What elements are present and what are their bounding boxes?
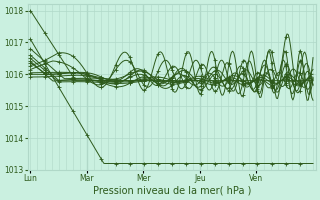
X-axis label: Pression niveau de la mer( hPa ): Pression niveau de la mer( hPa ) xyxy=(92,186,251,196)
